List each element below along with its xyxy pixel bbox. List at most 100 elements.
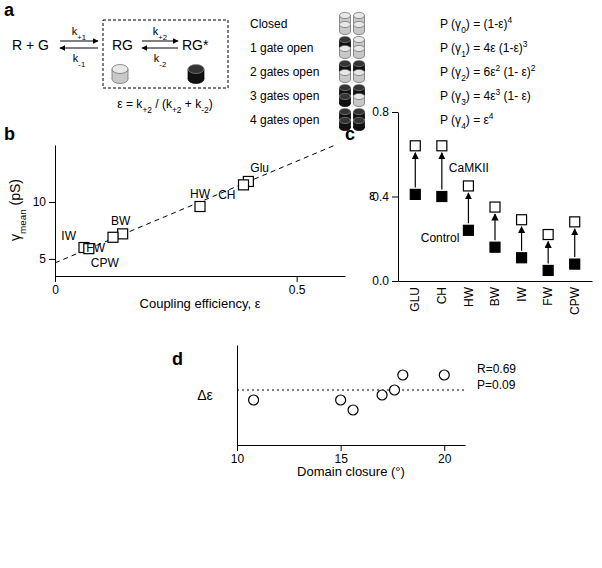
- cylinder-part: [354, 60, 365, 66]
- probability-formula: P (γ1) = 4ε (1-ε)3: [440, 39, 528, 59]
- scheme-species: RG: [112, 37, 133, 53]
- point-label: CPW: [91, 256, 120, 270]
- axis-line: [56, 276, 346, 277]
- tick-label: FW: [541, 286, 555, 305]
- closed-gate-icon: [112, 65, 128, 84]
- rate-constant: k-2: [154, 52, 166, 69]
- reference-line: [237, 390, 465, 391]
- tick-label: BW: [488, 286, 502, 306]
- channel-icon: [340, 12, 365, 34]
- x-axis: GLUCHHWBWIWFWCPW: [399, 282, 593, 316]
- panel-letter: b: [4, 124, 15, 144]
- tick: 0.8: [372, 105, 398, 119]
- cylinder-part: [340, 21, 351, 27]
- change-arrow: [574, 229, 575, 257]
- cylinder-part: [340, 117, 351, 123]
- state-label: 3 gates open: [250, 89, 319, 103]
- scheme-arrow: [142, 48, 178, 49]
- axis-line: [237, 346, 238, 446]
- tick: IW: [515, 286, 529, 301]
- rate-constant: k+2: [153, 25, 167, 42]
- y-axis: 5 10: [33, 146, 56, 277]
- channel-icon: [340, 84, 365, 106]
- tick: 20: [438, 445, 452, 466]
- axis-title: ε: [369, 187, 375, 203]
- axis-title: Δε: [197, 387, 213, 403]
- tick-mark: [297, 276, 298, 282]
- tick: HW: [462, 286, 476, 307]
- tick-mark: [392, 112, 398, 113]
- tick-mark: [392, 281, 398, 282]
- data-point: [517, 215, 527, 225]
- tick-label: HW: [462, 286, 476, 307]
- channel-icon: [340, 36, 365, 58]
- scheme-arrow: [60, 48, 98, 49]
- tick-mark: [392, 197, 398, 198]
- point-label: CH: [218, 188, 235, 202]
- cylinder-part: [112, 65, 128, 74]
- annotation: R=0.69: [477, 362, 516, 376]
- data-point: [517, 253, 527, 263]
- tick-mark: [341, 445, 342, 451]
- cylinder-part: [188, 65, 204, 74]
- data-point: [570, 217, 580, 227]
- rate-constant: k-1: [73, 52, 85, 69]
- tick-label: CPW: [568, 286, 582, 315]
- x-axis: 101520: [231, 445, 466, 466]
- change-arrow: [494, 214, 495, 240]
- channel-icon: [340, 60, 365, 82]
- data-point: [390, 385, 400, 395]
- scheme-species: R + G: [12, 37, 49, 53]
- cylinder-part: [340, 60, 351, 66]
- state-label: 2 gates open: [250, 65, 319, 79]
- data-point: [118, 229, 128, 239]
- data-point: [249, 395, 259, 405]
- tick-label: 0: [52, 283, 59, 297]
- data-point: [239, 180, 249, 190]
- probability-formula: P (γ0) = (1-ε)4: [440, 15, 512, 35]
- y-axis: [237, 346, 238, 446]
- rate-constant: k+1: [72, 25, 86, 42]
- probability-formula: P (γ3) = 4ε3 (1- ε): [440, 87, 531, 107]
- panel-c: c0.00.40.8GLUCHHWBWIWFWCPWεControlCaMKII: [345, 105, 593, 315]
- tick-mark: [55, 276, 56, 282]
- tick: 5: [39, 252, 55, 266]
- tick: 0.4: [372, 190, 398, 204]
- point-label: HW: [190, 187, 211, 201]
- cylinder-part: [354, 12, 365, 18]
- data-point: [437, 141, 447, 151]
- panel-a: aR + GRGRG*k+1k-1k+2k-2ε = k+2 / (k+2 + …: [4, 0, 536, 131]
- probability-formula: P (γ2) = 6ε2 (1- ε)2: [440, 63, 536, 83]
- probability-formula: P (γ4) = ε4: [440, 111, 494, 131]
- series-label: Control: [421, 231, 460, 245]
- tick-label: 20: [438, 452, 452, 466]
- data-point: [410, 141, 420, 151]
- cylinder-part: [354, 117, 365, 123]
- tick-label: CH: [435, 287, 449, 304]
- equation: ε = k+2 / (k+2 + k-2): [117, 97, 212, 115]
- data-point: [377, 390, 387, 400]
- data-point: [490, 202, 500, 212]
- axis-title: Coupling efficiency, ε: [140, 296, 261, 311]
- cylinder-part: [354, 108, 365, 114]
- point-label: FW: [86, 241, 105, 255]
- cylinder-part: [340, 69, 351, 75]
- annotation: P=0.09: [477, 378, 516, 392]
- data-point: [463, 225, 473, 235]
- point-label: BW: [111, 214, 131, 228]
- data-point: [336, 395, 346, 405]
- cylinder-part: [340, 36, 351, 42]
- tick: 15: [334, 445, 348, 466]
- open-gate-icon: [188, 65, 204, 84]
- tick: 10: [33, 195, 55, 209]
- cylinder-part: [340, 108, 351, 114]
- tick-label: 0.0: [372, 274, 389, 288]
- data-point: [195, 202, 205, 212]
- tick: CH: [435, 287, 449, 304]
- tick-label: 5: [39, 252, 46, 266]
- cylinder-part: [354, 45, 365, 51]
- x-axis: 00.5: [52, 276, 345, 297]
- axis-line: [398, 113, 399, 282]
- tick-mark: [237, 445, 238, 451]
- scheme-box: [103, 20, 228, 88]
